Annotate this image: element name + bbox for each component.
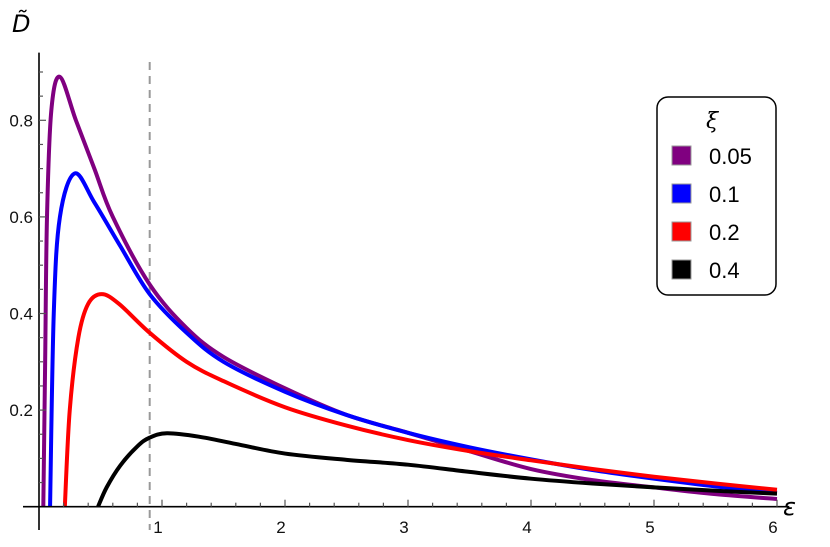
x-tick-label: 2 xyxy=(276,518,285,537)
legend-swatch xyxy=(671,145,692,166)
legend-label: 0.2 xyxy=(709,220,740,245)
legend-swatch xyxy=(671,183,692,204)
x-tick-label: 4 xyxy=(522,518,531,537)
x-tick-label: 6 xyxy=(768,518,777,537)
y-tick-label: 0.2 xyxy=(9,401,33,420)
x-tick-label: 1 xyxy=(153,518,162,537)
legend-label: 0.1 xyxy=(709,182,740,207)
legend-swatch xyxy=(671,221,692,242)
legend-title: ξ xyxy=(706,109,720,134)
curves xyxy=(41,62,778,530)
y-tick-label: 0.8 xyxy=(9,111,33,130)
series-line-0.05 xyxy=(41,74,778,507)
x-tick-label: 3 xyxy=(399,518,408,537)
legend-label: 0.4 xyxy=(709,258,740,283)
x-axis-label: ε xyxy=(783,493,796,521)
y-tick-label: 0.6 xyxy=(9,208,33,227)
series-line-0.4 xyxy=(96,431,778,508)
x-tick-label: 5 xyxy=(645,518,654,537)
legend: ξ 0.05 0.1 0.2 0.4 xyxy=(656,96,777,296)
y-tick-label: 0.4 xyxy=(9,305,33,324)
axes: 1 2 3 4 5 6 0.2 0.4 0.6 0.8 xyxy=(9,52,790,537)
legend-swatch xyxy=(671,259,692,280)
series-line-0.2 xyxy=(62,292,778,507)
y-axis-label: D̃ xyxy=(12,10,30,38)
legend-label: 0.05 xyxy=(709,144,752,169)
